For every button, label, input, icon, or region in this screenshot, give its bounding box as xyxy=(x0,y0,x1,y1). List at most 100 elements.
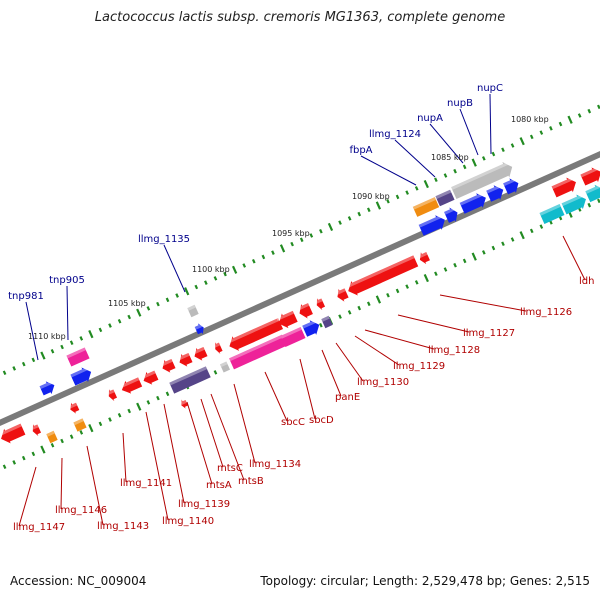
inner-track-dash xyxy=(338,314,342,319)
gene-highlight xyxy=(213,342,221,348)
gene-highlight xyxy=(160,358,173,367)
gene-highlight xyxy=(459,192,485,206)
outer-track-dash xyxy=(156,301,160,307)
gene-shape xyxy=(194,346,208,361)
gene-highlight xyxy=(30,424,39,431)
outer-track-dash xyxy=(414,186,419,191)
inner-track-dash xyxy=(501,241,505,247)
outer-track-dash xyxy=(98,327,103,333)
gene-highlight xyxy=(119,377,140,389)
gene-feature xyxy=(39,380,55,396)
gene-highlight xyxy=(302,319,319,329)
outer-track-dash xyxy=(50,349,55,354)
outer-track-dash xyxy=(597,104,600,110)
position-label: 1085 kbp xyxy=(431,153,469,162)
gene-highlight xyxy=(39,380,54,390)
outer-track-dash xyxy=(327,222,334,232)
gene-feature xyxy=(180,399,188,409)
leader-line xyxy=(66,285,69,341)
inner-track-dash xyxy=(597,198,600,204)
gene-shape xyxy=(561,194,586,215)
outer-track-dash xyxy=(587,108,592,114)
outer-track-dash xyxy=(31,357,36,363)
position-label: 1080 kbp xyxy=(511,115,549,124)
leader-line xyxy=(186,401,213,485)
inner-track-dash xyxy=(127,408,132,414)
gene-shape xyxy=(46,430,58,444)
gene-highlight xyxy=(561,193,585,207)
gene-feature xyxy=(219,361,231,373)
leader-line xyxy=(86,445,104,526)
leader-line xyxy=(200,398,224,468)
gene-features xyxy=(0,161,600,444)
gene-shape xyxy=(503,178,519,195)
gene-feature xyxy=(302,319,320,337)
inner-track-dash xyxy=(434,271,438,277)
reverse-label: llmg_1129 xyxy=(393,361,445,372)
gene-shape xyxy=(280,327,306,347)
gene-shape xyxy=(444,207,458,223)
outer-track-dash xyxy=(338,220,342,225)
gene-highlight xyxy=(551,176,575,190)
leader-line xyxy=(354,335,400,366)
leader-line xyxy=(18,466,37,527)
gene-feature xyxy=(335,288,349,302)
gene-feature xyxy=(106,389,118,402)
gene-highlight xyxy=(194,323,204,330)
reverse-label: ldh xyxy=(579,276,594,287)
outer-track-dash xyxy=(2,370,7,375)
inner-track-dash xyxy=(539,224,544,229)
gene-feature xyxy=(321,315,333,329)
gene-feature xyxy=(194,323,204,335)
gene-highlight xyxy=(503,177,518,187)
gene-feature xyxy=(418,214,445,236)
gene-feature xyxy=(435,189,455,207)
forward-label: llmg_1124 xyxy=(369,129,421,140)
outer-track-dash xyxy=(146,306,151,311)
forward-label: fbpA xyxy=(349,145,372,156)
gene-shape xyxy=(70,402,80,414)
gene-highlight xyxy=(229,334,284,362)
inner-track-dash xyxy=(31,451,36,457)
outer-track-dash xyxy=(279,244,286,253)
gene-feature xyxy=(160,358,176,373)
gene-shape xyxy=(187,304,199,318)
leader-line xyxy=(25,301,39,361)
leader-line xyxy=(459,108,479,156)
gene-shape xyxy=(419,252,430,265)
gene-shape xyxy=(229,334,287,370)
gene-feature xyxy=(141,370,159,385)
inner-track-dash xyxy=(165,391,170,397)
gene-shape xyxy=(108,389,118,402)
outer-track-dash xyxy=(127,314,132,320)
inner-track-dash xyxy=(510,237,515,242)
inner-track-dash xyxy=(453,262,457,268)
inner-track-dash xyxy=(136,402,142,411)
gene-highlight xyxy=(187,304,196,311)
outer-track-dash xyxy=(213,276,218,281)
gene-shape xyxy=(229,318,284,351)
label-leaders xyxy=(18,93,586,527)
gene-shape xyxy=(278,310,298,329)
outer-track-dash xyxy=(290,241,294,247)
gene-feature xyxy=(73,418,87,432)
gene-highlight xyxy=(418,252,428,259)
gene-feature xyxy=(561,193,586,215)
gene-highlight xyxy=(486,184,503,194)
gene-highlight xyxy=(192,346,205,355)
inner-track-dash xyxy=(117,412,122,418)
forward-label: tnp905 xyxy=(49,275,85,286)
position-label: 1100 kbp xyxy=(192,265,230,274)
inner-track-dash xyxy=(587,202,592,208)
position-label: 1105 kbp xyxy=(108,299,146,308)
outer-track-dash xyxy=(375,201,382,210)
reverse-label: llmg_1143 xyxy=(97,521,149,532)
outer-track-dash xyxy=(79,336,84,341)
reverse-label: llmg_1146 xyxy=(55,505,107,516)
map-title: Lactococcus lactis subsp. cremoris MG136… xyxy=(94,10,506,25)
gene-highlight xyxy=(169,366,208,386)
gene-feature xyxy=(585,183,600,203)
inner-track-dash xyxy=(405,284,409,289)
gene-feature xyxy=(213,342,223,355)
forward-label: nupB xyxy=(447,98,473,109)
